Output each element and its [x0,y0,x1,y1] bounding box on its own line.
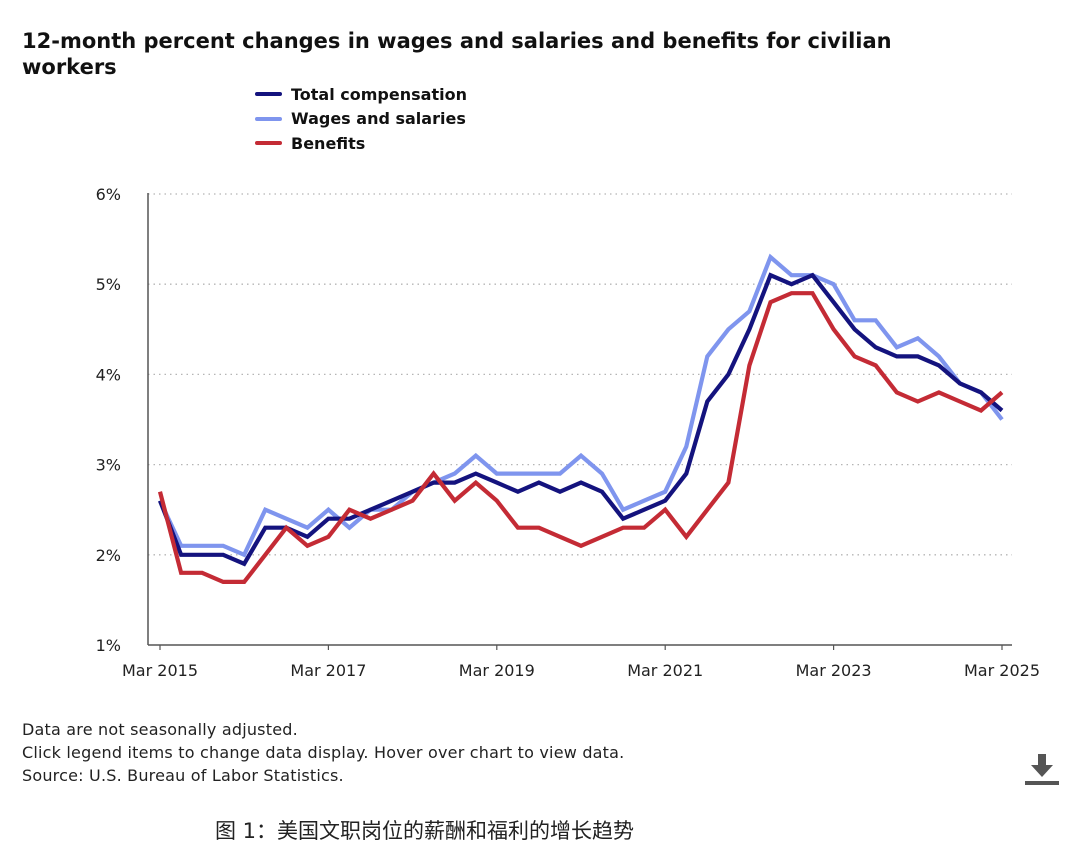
x-tick-label: Mar 2023 [796,661,872,680]
chart-title: 12-month percent changes in wages and sa… [22,29,892,79]
legend-swatch-total-compensation [255,92,282,97]
y-tick-label: 3% [96,456,121,475]
legend-swatch-benefits [255,141,282,146]
chart-notes: Data are not seasonally adjusted. Click … [22,718,624,787]
y-axis-ticks: 1% 2% 3% 4% 5% 6% [96,185,121,655]
line-chart[interactable]: 1%2%3%4%5%6% Mar 2015 Mar 2017 Mar 2019 Mar… [0,170,1080,690]
y-tick-label: 1% [96,636,121,655]
series-lines[interactable] [157,253,1004,584]
legend-item-benefits[interactable]: Benefits [255,131,467,156]
x-tick-label: Mar 2019 [459,661,535,680]
series-line-benefits[interactable] [157,291,1004,584]
legend-label-benefits: Benefits [291,133,366,153]
y-tick-label: 4% [96,365,121,384]
note-seasonal: Data are not seasonally adjusted. [22,720,298,739]
note-source: Source: U.S. Bureau of Labor Statistics. [22,766,344,785]
x-axis-ticks: Mar 2015 Mar 2017 Mar 2019 Mar 2021 Mar 2023… [122,645,1040,680]
legend-label-wages-and-salaries: Wages and salaries [291,109,466,129]
series-line-wages-and-salaries[interactable] [158,253,1004,558]
y-tick-label: 5% [96,275,121,294]
x-tick-label: Mar 2015 [122,661,198,680]
legend-swatch-wages-and-salaries [255,116,282,121]
legend-item-total-compensation[interactable]: Total compensation [255,82,467,107]
chart-legend: Total compensation Wages and salaries Be… [255,82,467,156]
x-tick-label: Mar 2025 [964,661,1040,680]
axes [147,193,1012,646]
y-tick-label: 6% [96,185,121,204]
download-button[interactable] [1022,750,1062,790]
download-icon [1025,754,1059,785]
grid-lines [148,193,1012,556]
note-instructions: Click legend items to change data displa… [22,743,625,762]
legend-label-total-compensation: Total compensation [291,84,467,104]
x-tick-label: Mar 2017 [290,661,366,680]
figure-caption: 图 1：美国文职岗位的薪酬和福利的增长趋势 [215,819,635,843]
x-tick-label: Mar 2021 [627,661,703,680]
series-line-total-compensation[interactable] [158,272,1004,567]
y-tick-label: 2% [96,546,121,565]
legend-item-wages-and-salaries[interactable]: Wages and salaries [255,107,467,132]
